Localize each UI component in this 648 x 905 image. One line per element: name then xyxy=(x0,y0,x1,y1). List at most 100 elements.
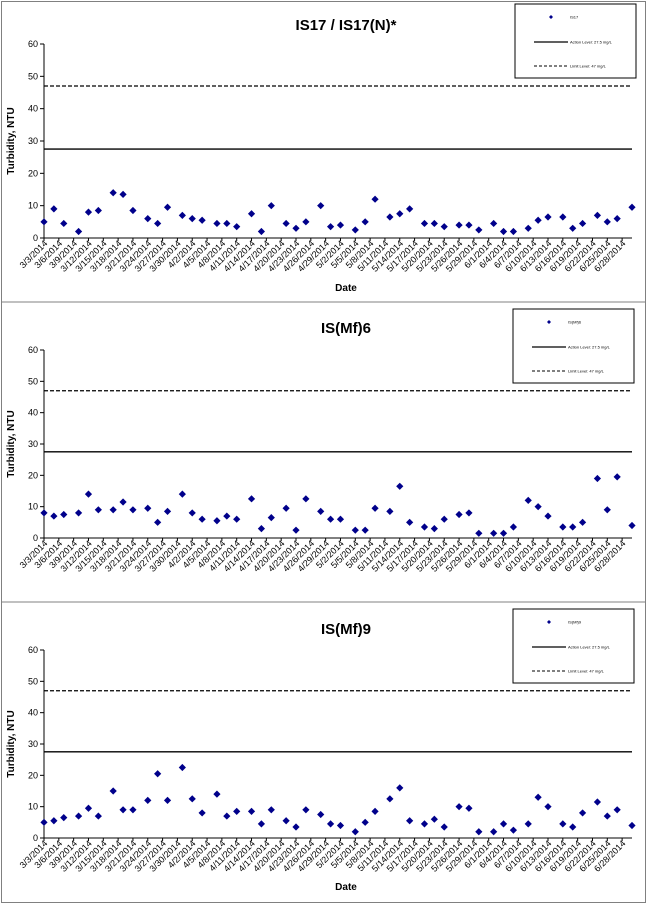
data-point xyxy=(455,510,463,519)
data-point xyxy=(455,221,463,229)
data-point xyxy=(109,506,117,514)
data-point xyxy=(490,828,498,836)
data-point xyxy=(559,820,567,828)
data-point xyxy=(188,215,196,223)
data-point xyxy=(603,218,611,226)
chart-title: IS(Mf)9 xyxy=(321,621,371,638)
data-point xyxy=(257,820,266,828)
data-point xyxy=(406,205,414,213)
legend: IS17 Action Level: 27.5 mg/L Limit Level: … xyxy=(514,3,637,79)
data-point xyxy=(628,203,636,211)
data-point xyxy=(509,523,518,531)
data-point xyxy=(74,227,83,236)
data-point xyxy=(351,226,359,234)
data-point xyxy=(361,526,369,534)
data-point xyxy=(465,804,473,812)
data-point xyxy=(475,226,483,234)
data-point xyxy=(223,219,231,228)
y-tick-label: 60 xyxy=(28,645,38,655)
data-point xyxy=(302,495,310,503)
data-point xyxy=(351,828,359,836)
data-point xyxy=(499,820,508,828)
data-point xyxy=(198,809,206,817)
data-point xyxy=(50,512,58,520)
data-point xyxy=(603,812,611,820)
data-point xyxy=(465,221,473,229)
data-point xyxy=(420,820,429,828)
data-point xyxy=(499,529,508,537)
data-point xyxy=(430,525,438,533)
data-point xyxy=(129,206,137,215)
data-point xyxy=(578,518,587,526)
data-point xyxy=(223,512,231,520)
data-point xyxy=(74,812,83,820)
data-point xyxy=(178,763,186,772)
y-tick-label: 0 xyxy=(33,533,38,543)
data-point xyxy=(282,817,290,825)
data-point xyxy=(50,205,58,213)
data-point xyxy=(292,526,300,534)
data-point xyxy=(233,807,241,815)
y-tick-label: 20 xyxy=(28,770,38,780)
data-point xyxy=(94,206,102,215)
data-point xyxy=(406,817,414,825)
data-point xyxy=(40,509,48,517)
data-point xyxy=(336,221,345,229)
data-point xyxy=(420,219,429,228)
data-point xyxy=(84,208,93,216)
data-point xyxy=(559,523,567,531)
data-point xyxy=(154,219,162,228)
y-tick-label: 0 xyxy=(33,233,38,243)
data-point xyxy=(534,503,542,511)
data-point xyxy=(475,828,483,836)
data-point xyxy=(361,818,369,826)
x-axis-label: Date xyxy=(335,882,357,893)
data-point xyxy=(499,227,508,236)
data-point xyxy=(94,506,102,514)
data-point xyxy=(247,495,256,503)
data-point xyxy=(336,821,345,830)
data-point xyxy=(534,216,542,224)
data-point xyxy=(490,529,498,537)
data-point xyxy=(361,218,369,226)
data-point xyxy=(198,515,206,523)
data-point xyxy=(144,796,152,804)
data-point xyxy=(396,784,404,792)
y-tick-label: 60 xyxy=(28,39,38,49)
legend-label: IS(Mf)6 xyxy=(568,320,582,325)
data-point xyxy=(351,526,359,534)
data-point xyxy=(292,224,300,232)
data-point xyxy=(129,806,137,814)
data-point xyxy=(336,515,345,523)
data-point xyxy=(603,506,611,514)
data-point xyxy=(144,504,152,512)
data-point xyxy=(84,490,93,498)
data-point xyxy=(213,219,221,228)
x-axis-label: Date xyxy=(335,283,357,294)
y-tick-label: 10 xyxy=(28,802,38,812)
y-tick-label: 30 xyxy=(28,439,38,449)
data-point xyxy=(569,823,577,831)
data-point xyxy=(247,210,256,218)
data-point xyxy=(292,823,300,831)
data-point xyxy=(524,820,532,828)
y-tick-label: 50 xyxy=(28,376,38,386)
legend-marker xyxy=(549,15,553,19)
chart-panel-1: IS17 / IS17(N)* 0 10 20 30 40 50 60 Turbidity, N… xyxy=(6,3,637,294)
data-point xyxy=(371,504,379,512)
data-point xyxy=(94,812,102,820)
data-point xyxy=(213,790,221,798)
data-point xyxy=(613,473,621,481)
y-axis-label: Turbidity, NTU xyxy=(6,410,17,477)
data-point xyxy=(569,523,577,531)
data-point xyxy=(119,498,127,506)
data-point xyxy=(188,795,196,803)
data-point xyxy=(371,807,379,815)
chart-title: IS(Mf)6 xyxy=(321,320,371,337)
y-tick-label: 0 xyxy=(33,833,38,843)
data-point xyxy=(84,804,93,812)
